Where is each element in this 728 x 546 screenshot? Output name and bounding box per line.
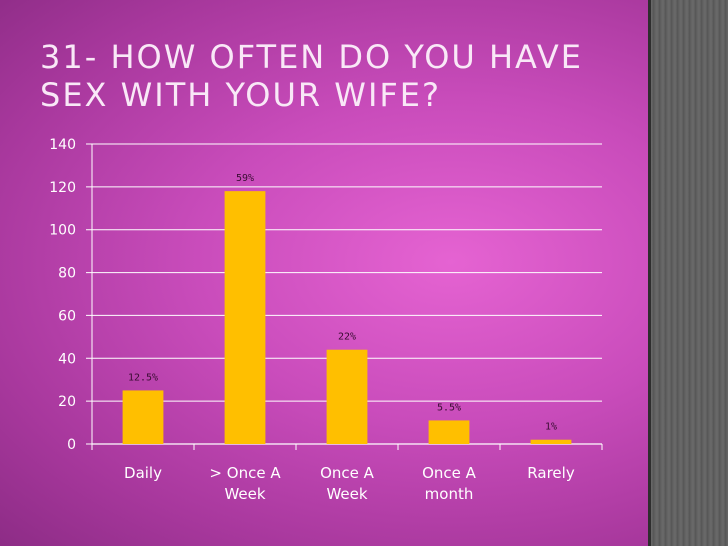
data-label: 5.5% <box>437 402 461 413</box>
category-label: Week <box>224 485 265 503</box>
category-label: Rarely <box>527 464 575 482</box>
category-label: Once A <box>422 464 477 482</box>
bar <box>122 390 164 444</box>
category-label: Daily <box>124 464 162 482</box>
category-label: > Once A <box>209 464 281 482</box>
bar <box>530 439 572 444</box>
y-tick-label: 0 <box>67 437 76 453</box>
y-tick-label: 80 <box>58 266 76 282</box>
y-tick-label: 120 <box>49 180 76 196</box>
category-label: Once A <box>320 464 375 482</box>
side-decoration <box>648 0 728 546</box>
data-label: 59% <box>236 173 254 184</box>
bar <box>428 420 470 444</box>
data-label: 12.5% <box>128 372 158 383</box>
bar <box>326 349 368 444</box>
y-tick-label: 20 <box>58 394 76 410</box>
data-label: 22% <box>338 332 356 343</box>
data-label: 1% <box>545 422 557 433</box>
y-tick-label: 60 <box>58 308 76 324</box>
y-tick-label: 100 <box>49 223 76 239</box>
category-label: Week <box>326 485 367 503</box>
category-label: month <box>425 485 474 503</box>
slide-title: 31- How often do you have sex with your … <box>40 38 583 114</box>
y-tick-label: 140 <box>49 137 76 153</box>
y-tick-label: 40 <box>58 351 76 367</box>
bar <box>224 191 266 444</box>
